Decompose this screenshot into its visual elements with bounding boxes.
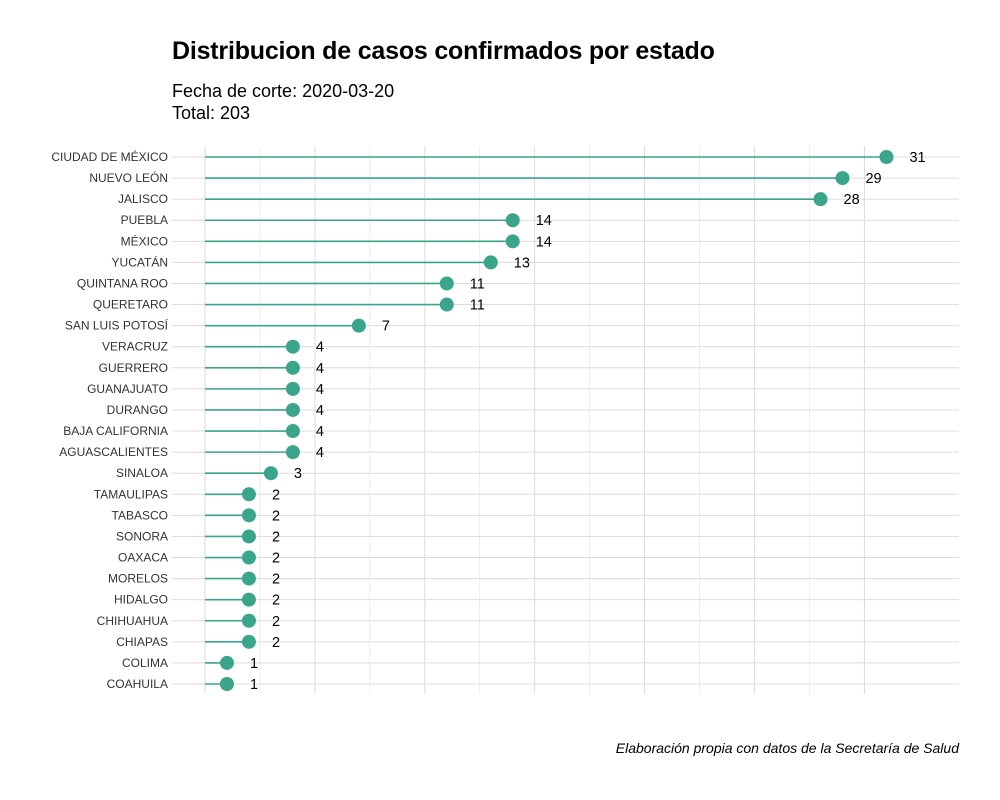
data-label: 14 — [536, 234, 552, 250]
chart-caption: Elaboración propia con datos de la Secre… — [615, 740, 959, 756]
y-tick-label: GUERRERO — [99, 361, 168, 375]
data-label: 1 — [250, 656, 258, 672]
data-label: 2 — [272, 635, 280, 651]
data-label: 2 — [272, 614, 280, 630]
data-label: 2 — [272, 529, 280, 545]
lollipop-point — [241, 487, 256, 502]
y-tick-label: SINALOA — [116, 466, 168, 480]
lollipop-point — [285, 360, 300, 375]
lollipop-point — [241, 529, 256, 544]
data-label: 4 — [316, 382, 324, 398]
lollipop-point — [505, 234, 520, 249]
data-label: 11 — [470, 298, 485, 314]
data-label: 2 — [272, 508, 280, 524]
chart-subtitle: Fecha de corte: 2020-03-20 Total: 203 — [172, 80, 394, 124]
y-tick-label: SONORA — [116, 529, 168, 543]
y-tick-label: DURANGO — [107, 403, 168, 417]
y-tick-label: GUANAJUATO — [87, 382, 168, 396]
data-label: 28 — [844, 192, 860, 208]
data-label: 29 — [865, 171, 881, 187]
data-label: 2 — [272, 593, 280, 609]
y-tick-label: CHIHUAHUA — [97, 614, 168, 628]
y-tick-label: YUCATÁN — [112, 254, 168, 269]
lollipop-point — [483, 255, 498, 270]
lollipop-point — [351, 318, 366, 333]
lollipop-point — [241, 613, 256, 628]
data-label: 4 — [316, 361, 324, 377]
y-tick-label: TAMAULIPAS — [94, 487, 168, 501]
y-tick-label: NUEVO LEÓN — [89, 170, 168, 185]
y-tick-label: MORELOS — [108, 572, 168, 586]
lollipop-point — [813, 192, 828, 207]
data-label: 7 — [382, 319, 390, 335]
lollipop-point — [241, 634, 256, 649]
y-tick-label: OAXACA — [118, 551, 168, 565]
y-tick-label: TABASCO — [112, 508, 168, 522]
lollipop-point — [285, 424, 300, 439]
data-label: 14 — [536, 213, 552, 229]
data-label: 2 — [272, 551, 280, 567]
y-tick-label: CHIAPAS — [116, 635, 168, 649]
y-tick-label: VERACRUZ — [102, 340, 168, 354]
subtitle-total: Total: 203 — [172, 103, 251, 123]
lollipop-point — [241, 592, 256, 607]
y-tick-label: BAJA CALIFORNIA — [63, 424, 168, 438]
data-label: 4 — [316, 445, 324, 461]
y-tick-label: COAHUILA — [107, 677, 168, 691]
lollipop-point — [505, 213, 520, 228]
data-label: 2 — [272, 572, 280, 588]
y-tick-label: PUEBLA — [121, 213, 168, 227]
lollipop-point — [285, 445, 300, 460]
lollipop-point — [285, 402, 300, 417]
data-label: 4 — [316, 424, 324, 440]
lollipop-point — [439, 297, 454, 312]
y-tick-label: AGUASCALIENTES — [59, 445, 168, 459]
y-tick-label: QUERETARO — [93, 298, 168, 312]
lollipop-point — [219, 677, 234, 691]
lollipop-point — [219, 655, 234, 670]
y-tick-label: COLIMA — [122, 656, 168, 670]
lollipop-point — [241, 550, 256, 565]
y-tick-label: QUINTANA ROO — [77, 276, 168, 290]
y-tick-label: MÉXICO — [121, 233, 168, 248]
lollipop-point — [285, 381, 300, 396]
lollipop-point — [285, 339, 300, 354]
y-tick-label: HIDALGO — [114, 593, 168, 607]
y-tick-label: CIUDAD DE MÉXICO — [51, 149, 168, 164]
lollipop-point — [439, 276, 454, 291]
data-label: 2 — [272, 487, 280, 503]
chart-title: Distribucion de casos confirmados por es… — [172, 37, 715, 65]
data-label: 4 — [316, 340, 324, 356]
lollipop-point — [263, 466, 278, 481]
y-tick-label: JALISCO — [118, 192, 168, 206]
y-tick-label: SAN LUIS POTOSÍ — [65, 318, 169, 333]
data-label: 13 — [514, 255, 530, 271]
data-label: 3 — [294, 466, 302, 482]
data-label: 1 — [250, 677, 258, 693]
data-label: 31 — [909, 150, 925, 166]
subtitle-cutoff-date: Fecha de corte: 2020-03-20 — [172, 81, 395, 101]
data-label: 11 — [470, 276, 485, 292]
lollipop-point — [241, 508, 256, 523]
lollipop-point — [241, 571, 256, 586]
lollipop-point — [879, 150, 894, 164]
lollipop-point — [835, 171, 850, 186]
data-label: 4 — [316, 403, 324, 419]
